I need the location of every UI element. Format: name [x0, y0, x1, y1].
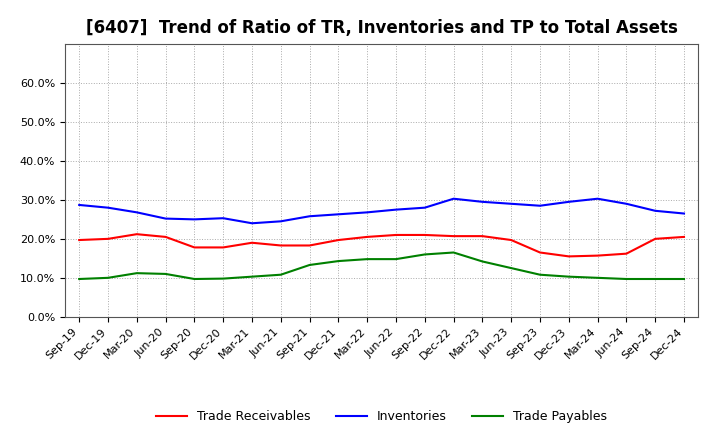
Line: Trade Receivables: Trade Receivables — [79, 234, 684, 257]
Trade Payables — [622, 276, 631, 282]
Inventories — [132, 210, 141, 215]
Trade Receivables — [305, 243, 314, 248]
Trade Receivables — [363, 234, 372, 239]
Trade Payables — [507, 265, 516, 271]
Inventories — [305, 213, 314, 219]
Trade Payables — [104, 275, 112, 280]
Inventories — [276, 219, 285, 224]
Inventories — [392, 207, 400, 212]
Trade Receivables — [622, 251, 631, 257]
Inventories — [190, 217, 199, 222]
Trade Receivables — [248, 240, 256, 246]
Trade Receivables — [75, 238, 84, 243]
Trade Receivables — [593, 253, 602, 258]
Trade Payables — [536, 272, 544, 277]
Trade Payables — [305, 262, 314, 268]
Trade Receivables — [680, 234, 688, 239]
Trade Payables — [276, 272, 285, 277]
Inventories — [564, 199, 573, 205]
Inventories — [478, 199, 487, 205]
Legend: Trade Receivables, Inventories, Trade Payables: Trade Receivables, Inventories, Trade Pa… — [151, 405, 612, 428]
Inventories — [449, 196, 458, 202]
Trade Payables — [161, 271, 170, 277]
Title: [6407]  Trend of Ratio of TR, Inventories and TP to Total Assets: [6407] Trend of Ratio of TR, Inventories… — [86, 19, 678, 37]
Trade Receivables — [564, 254, 573, 259]
Trade Payables — [420, 252, 429, 257]
Trade Payables — [132, 271, 141, 276]
Trade Receivables — [507, 238, 516, 243]
Inventories — [593, 196, 602, 202]
Inventories — [507, 201, 516, 206]
Inventories — [75, 202, 84, 208]
Trade Receivables — [392, 232, 400, 238]
Trade Receivables — [161, 234, 170, 239]
Inventories — [104, 205, 112, 210]
Trade Payables — [75, 276, 84, 282]
Trade Receivables — [219, 245, 228, 250]
Trade Receivables — [104, 236, 112, 242]
Trade Payables — [219, 276, 228, 281]
Trade Receivables — [420, 232, 429, 238]
Inventories — [622, 201, 631, 206]
Trade Receivables — [651, 236, 660, 242]
Trade Receivables — [478, 234, 487, 239]
Inventories — [334, 212, 343, 217]
Inventories — [219, 216, 228, 221]
Trade Payables — [190, 276, 199, 282]
Inventories — [651, 208, 660, 213]
Trade Receivables — [449, 234, 458, 239]
Inventories — [363, 210, 372, 215]
Trade Payables — [449, 250, 458, 255]
Trade Payables — [651, 276, 660, 282]
Trade Payables — [593, 275, 602, 280]
Inventories — [161, 216, 170, 221]
Trade Payables — [680, 276, 688, 282]
Trade Receivables — [276, 243, 285, 248]
Trade Receivables — [334, 238, 343, 243]
Inventories — [248, 220, 256, 226]
Inventories — [680, 211, 688, 216]
Trade Receivables — [190, 245, 199, 250]
Trade Receivables — [132, 231, 141, 237]
Inventories — [420, 205, 429, 210]
Trade Payables — [564, 274, 573, 279]
Line: Inventories: Inventories — [79, 199, 684, 223]
Trade Payables — [478, 259, 487, 264]
Trade Receivables — [536, 250, 544, 255]
Trade Payables — [363, 257, 372, 262]
Line: Trade Payables: Trade Payables — [79, 253, 684, 279]
Trade Payables — [334, 258, 343, 264]
Trade Payables — [248, 274, 256, 279]
Inventories — [536, 203, 544, 209]
Trade Payables — [392, 257, 400, 262]
